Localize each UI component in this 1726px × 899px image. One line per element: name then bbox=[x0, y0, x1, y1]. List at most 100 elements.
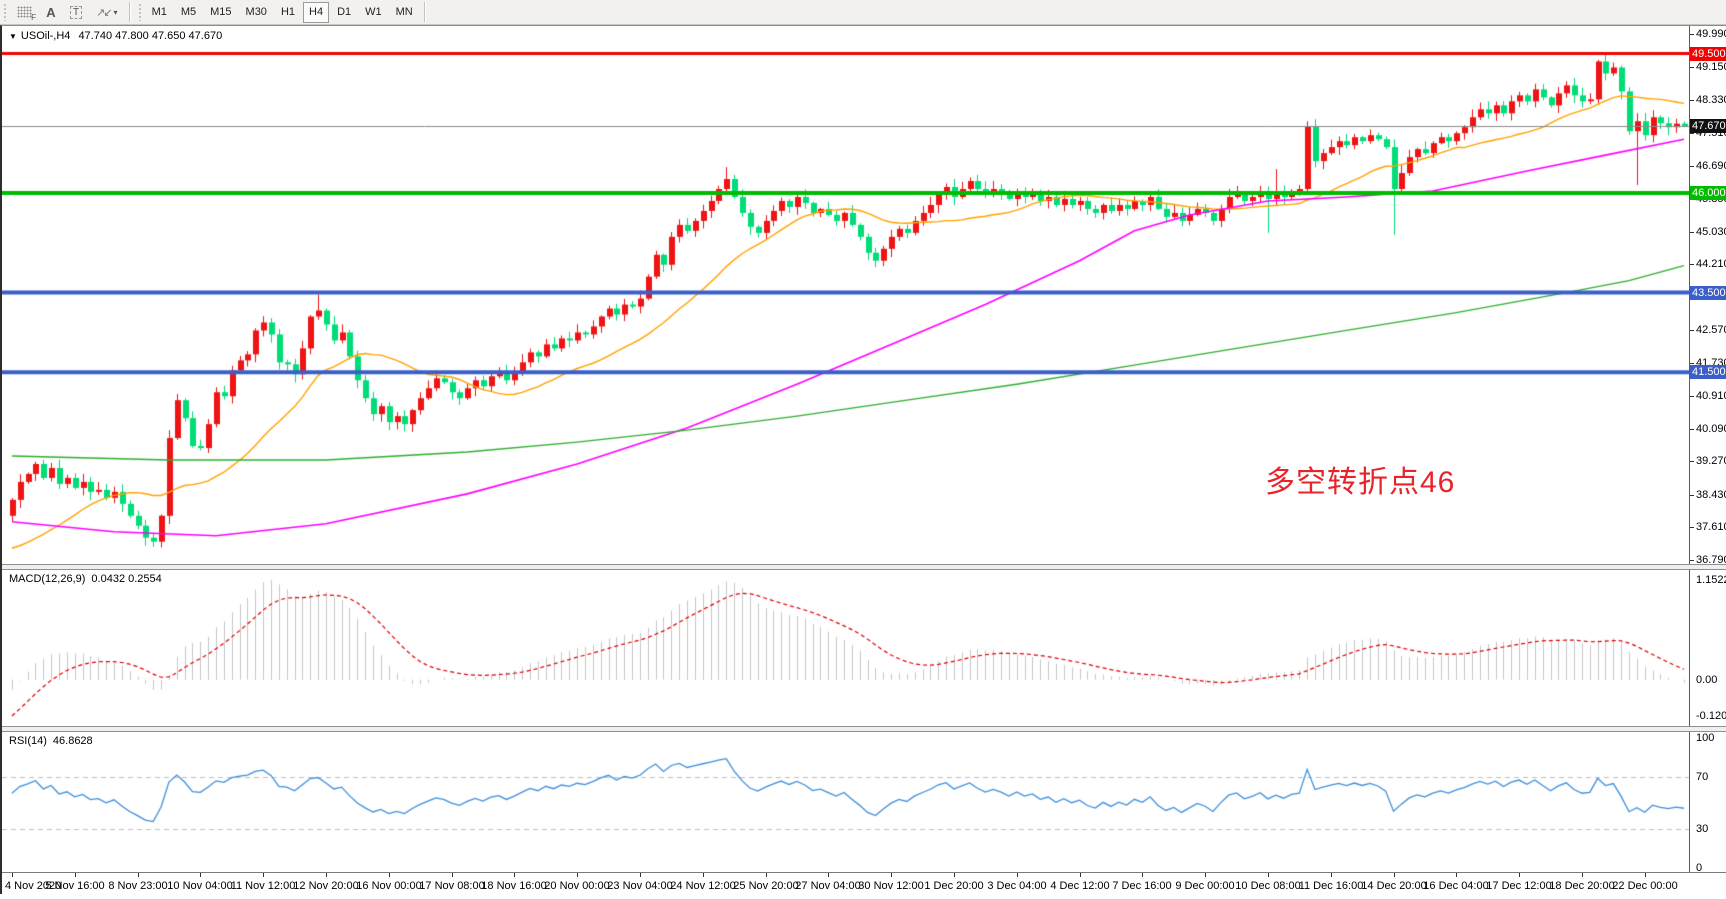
timeframe-d1-button[interactable]: D1 bbox=[337, 6, 352, 18]
collapse-triangle-icon[interactable]: ▼ bbox=[9, 32, 17, 41]
time-tick-mark bbox=[514, 873, 515, 877]
price-level-badge: 46.000 bbox=[1690, 185, 1726, 200]
time-tick-mark bbox=[703, 873, 704, 877]
timeframe-m15-button[interactable]: M15 bbox=[210, 6, 232, 18]
time-tick-mark bbox=[452, 873, 453, 877]
macd-axis[interactable]: 1.1522 0.00 -0.1206 bbox=[1689, 570, 1726, 726]
timeframe-m30-button[interactable]: M30 bbox=[245, 6, 267, 18]
time-tick-label: 3 Dec 04:00 bbox=[987, 880, 1047, 892]
price-tick-mark bbox=[1690, 494, 1694, 496]
indicator-grid-button[interactable]: F bbox=[11, 2, 38, 23]
panel-splitter[interactable] bbox=[2, 726, 1726, 732]
timeframe-m1-button[interactable]: M1 bbox=[151, 6, 167, 18]
price-tick-label: 44.210 bbox=[1696, 258, 1726, 271]
price-tick-label: 49.150 bbox=[1696, 61, 1726, 74]
price-tick-mark bbox=[1690, 560, 1694, 561]
time-tick-label: 10 Nov 04:00 bbox=[167, 880, 233, 892]
arrows-icon: ↗↙ bbox=[96, 6, 113, 19]
time-tick-mark bbox=[1519, 873, 1520, 877]
time-tick-label: 12 Nov 20:00 bbox=[293, 880, 359, 892]
arrows-tool-button[interactable]: ↗↙ ▾ bbox=[90, 2, 123, 23]
time-tick-mark bbox=[200, 873, 201, 877]
price-tick-mark bbox=[1690, 165, 1694, 167]
time-tick-label: 23 Nov 04:00 bbox=[607, 880, 673, 892]
price-axis[interactable]: 49.99049.15048.33047.51046.69045.85045.0… bbox=[1689, 26, 1726, 566]
time-tick-label: 7 Dec 16:00 bbox=[1112, 880, 1172, 892]
time-tick-mark bbox=[577, 873, 578, 877]
time-tick-label: 18 Dec 20:00 bbox=[1549, 880, 1615, 892]
price-tick-label: 36.790 bbox=[1696, 554, 1726, 566]
chart-window: ▼ USOil-,H4 47.740 47.800 47.650 47.670 多空… bbox=[0, 25, 1726, 899]
price-level-badge: 41.500 bbox=[1690, 365, 1726, 380]
time-tick-mark bbox=[1142, 873, 1143, 877]
time-tick-mark bbox=[1456, 873, 1457, 877]
text-annotation-button[interactable]: A bbox=[40, 2, 62, 23]
price-tick-label: 38.430 bbox=[1696, 488, 1726, 501]
time-tick-label: 9 Dec 00:00 bbox=[1175, 880, 1235, 892]
timeframe-h4-button[interactable]: H4 bbox=[303, 1, 330, 23]
time-tick-label: 1 Dec 20:00 bbox=[924, 880, 984, 892]
price-tick-label: 40.090 bbox=[1696, 422, 1726, 435]
time-tick-label: 11 Nov 12:00 bbox=[230, 880, 296, 892]
time-tick-mark bbox=[1017, 873, 1018, 877]
timeframe-mn-button[interactable]: MN bbox=[395, 6, 413, 18]
grid-f-label: F bbox=[31, 13, 36, 22]
rsi-axis-label: 30 bbox=[1696, 823, 1709, 835]
price-tick-label: 48.330 bbox=[1696, 94, 1726, 107]
price-tick-label: 46.690 bbox=[1696, 159, 1726, 172]
price-tick-mark bbox=[1690, 395, 1694, 397]
rsi-axis[interactable]: 100 70 30 0 bbox=[1689, 732, 1726, 874]
toolbar: F A T ↗↙ ▾ M1 M5 M15 M30 H1 H4 D1 W1 MN bbox=[0, 0, 1726, 25]
chevron-down-icon: ▾ bbox=[113, 7, 118, 17]
timeframe-h1-button[interactable]: H1 bbox=[280, 6, 295, 18]
time-tick-label: 10 Dec 08:00 bbox=[1235, 880, 1301, 892]
time-tick-mark bbox=[75, 873, 76, 877]
macd-label: MACD(12,26,9) 0.0432 0.2554 bbox=[9, 573, 162, 585]
time-tick-mark bbox=[1331, 873, 1332, 877]
rsi-label: RSI(14) 46.8628 bbox=[9, 735, 93, 747]
chart-annotation: 多空转折点46 bbox=[1265, 466, 1456, 499]
dotted-grid-icon: F bbox=[17, 6, 36, 22]
price-tick-label: 49.990 bbox=[1696, 28, 1726, 40]
time-tick-label: 17 Nov 08:00 bbox=[419, 880, 485, 892]
timeframe-w1-button[interactable]: W1 bbox=[365, 6, 382, 18]
text-box-icon: T bbox=[70, 5, 83, 19]
time-tick-label: 16 Nov 00:00 bbox=[356, 880, 422, 892]
time-tick-label: 22 Dec 00:00 bbox=[1612, 880, 1678, 892]
rsi-chart-canvas[interactable] bbox=[2, 732, 1692, 872]
price-tick-mark bbox=[1690, 461, 1694, 463]
price-chart-canvas[interactable] bbox=[2, 26, 1692, 564]
macd-axis-label: 0.00 bbox=[1696, 673, 1718, 686]
time-axis[interactable]: 4 Nov 2020 5 Nov 16:00 8 Nov 23:00 10 Nov 0… bbox=[2, 872, 1726, 899]
time-tick-label: 11 Dec 16:00 bbox=[1298, 880, 1364, 892]
price-tick-label: 45.030 bbox=[1696, 225, 1726, 238]
time-tick-label: 4 Nov 2020 bbox=[5, 880, 62, 892]
toolbar-grip[interactable] bbox=[3, 3, 7, 21]
time-tick-label: 4 Dec 12:00 bbox=[1050, 880, 1110, 892]
text-label-button[interactable]: T bbox=[64, 2, 88, 23]
rsi-name: RSI(14) bbox=[9, 735, 47, 747]
panel-splitter[interactable] bbox=[2, 564, 1726, 570]
time-tick-label: 24 Nov 12:00 bbox=[670, 880, 736, 892]
price-panel: ▼ USOil-,H4 47.740 47.800 47.650 47.670 多空… bbox=[2, 26, 1726, 566]
symbol-period-label: USOil-,H4 bbox=[20, 30, 71, 42]
price-tick-label: 40.910 bbox=[1696, 389, 1726, 402]
macd-chart-canvas[interactable] bbox=[2, 570, 1692, 726]
time-tick-label: 16 Dec 04:00 bbox=[1423, 880, 1489, 892]
toolbar-separator bbox=[423, 2, 426, 22]
rsi-axis-label: 100 bbox=[1696, 732, 1715, 744]
price-tick-mark bbox=[1690, 527, 1694, 529]
time-tick-mark bbox=[138, 873, 139, 877]
time-tick-mark bbox=[1080, 873, 1081, 877]
rsi-value: 46.8628 bbox=[52, 735, 93, 747]
time-tick-mark bbox=[766, 873, 767, 877]
time-tick-label: 18 Nov 16:00 bbox=[481, 880, 547, 892]
timeframe-m5-button[interactable]: M5 bbox=[180, 6, 197, 18]
time-tick-mark bbox=[1394, 873, 1395, 877]
toolbar-grip[interactable] bbox=[137, 3, 142, 21]
time-tick-label: 5 Nov 16:00 bbox=[45, 880, 105, 892]
price-tick-mark bbox=[1690, 67, 1694, 69]
time-tick-mark bbox=[389, 873, 390, 877]
current-price-badge: 47.670 bbox=[1690, 119, 1726, 134]
